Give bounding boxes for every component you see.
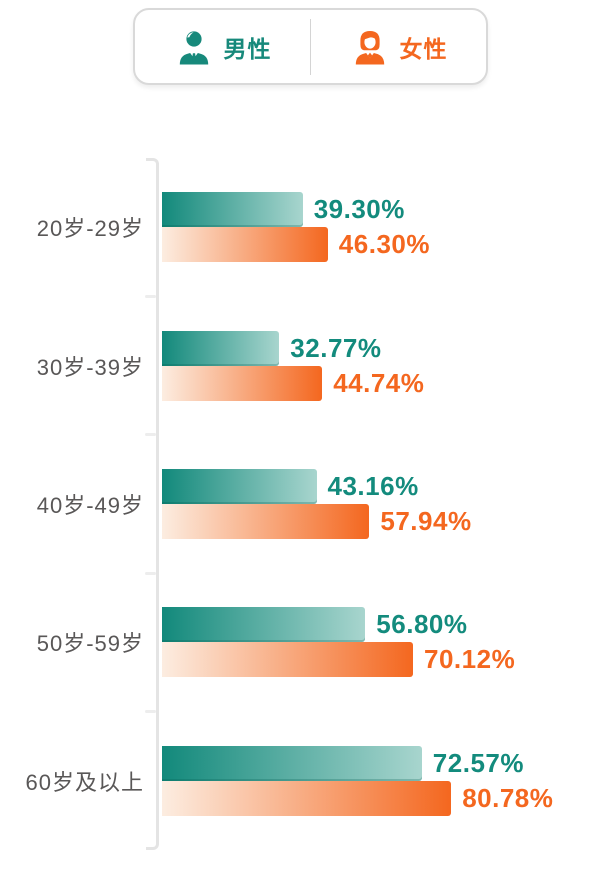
axis-tick [145,710,156,714]
female-bar[interactable] [162,503,370,539]
category-labels: 20岁-29岁 30岁-39岁 40岁-49岁 50岁-59岁 60岁及以上 [0,158,144,850]
male-bar[interactable] [162,330,280,366]
female-bar[interactable] [162,780,452,816]
male-value-label: 56.80% [376,609,468,640]
female-bar-row: 80.78% [162,780,600,816]
legend-label-female: 女性 [399,35,448,62]
male-value-label: 32.77% [290,332,382,363]
female-bar-row: 44.74% [162,365,600,401]
female-value-label: 44.74% [333,367,425,398]
male-bar-row: 32.77% [162,330,600,366]
female-value-label: 80.78% [462,782,554,813]
male-bar[interactable] [162,468,317,504]
chart-group: 32.77% 44.74% [162,296,600,434]
legend-label-male: 男性 [223,35,272,62]
chart-group: 39.30% 46.30% [162,158,600,296]
legend-item-male[interactable]: 男性 [135,10,310,83]
male-bar[interactable] [162,745,422,781]
y-axis-line [145,158,159,850]
axis-tick [145,433,156,437]
axis-tick [145,571,156,575]
male-bar[interactable] [162,192,303,228]
chart-groups: 39.30% 46.30% 32.77% 44.74% 43.16% 57.94… [162,158,600,850]
category-label: 30岁-39岁 [36,354,144,380]
axis-tick [145,294,156,298]
female-value-label: 57.94% [380,505,472,536]
category-label: 20岁-29岁 [36,216,144,242]
male-bar-row: 43.16% [162,468,600,504]
male-bar[interactable] [162,607,366,643]
male-bar-row: 39.30% [162,192,600,228]
female-value-label: 70.12% [424,644,516,675]
female-bar[interactable] [162,227,328,263]
legend-divider [310,18,311,75]
female-bar[interactable] [162,642,413,678]
male-value-label: 43.16% [327,470,419,501]
female-value-label: 46.30% [338,229,430,260]
male-value-label: 72.57% [432,747,524,778]
male-value-label: 39.30% [313,194,405,225]
legend-item-female[interactable]: 女性 [311,10,486,83]
female-bar-row: 70.12% [162,642,600,678]
bar-chart: 20岁-29岁 30岁-39岁 40岁-49岁 50岁-59岁 60岁及以上 3… [0,158,600,858]
female-bar-row: 57.94% [162,503,600,539]
female-bar-row: 46.30% [162,227,600,263]
category-label: 50岁-59岁 [36,631,144,657]
category-label: 40岁-49岁 [36,492,144,518]
male-bar-row: 56.80% [162,607,600,643]
female-bar[interactable] [162,365,323,401]
male-person-icon [174,27,214,67]
chart-group: 56.80% 70.12% [162,573,600,711]
category-label: 60岁及以上 [25,769,144,795]
female-person-icon [350,27,390,67]
chart-group: 72.57% 80.78% [162,712,600,850]
chart-group: 43.16% 57.94% [162,435,600,573]
legend: 男性 女性 [133,8,488,85]
male-bar-row: 72.57% [162,745,600,781]
